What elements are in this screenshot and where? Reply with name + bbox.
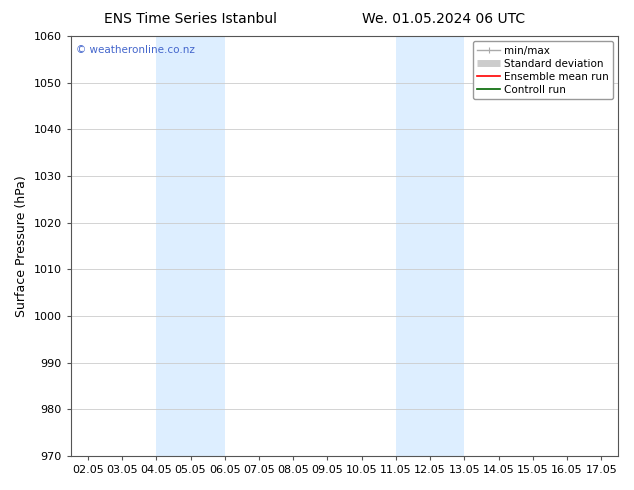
- Text: ENS Time Series Istanbul: ENS Time Series Istanbul: [104, 12, 276, 26]
- Y-axis label: Surface Pressure (hPa): Surface Pressure (hPa): [15, 175, 28, 317]
- Text: We. 01.05.2024 06 UTC: We. 01.05.2024 06 UTC: [362, 12, 526, 26]
- Bar: [396, 36, 465, 456]
- Legend: min/max, Standard deviation, Ensemble mean run, Controll run: min/max, Standard deviation, Ensemble me…: [473, 41, 613, 99]
- Bar: [157, 36, 225, 456]
- Text: © weatheronline.co.nz: © weatheronline.co.nz: [76, 45, 195, 54]
